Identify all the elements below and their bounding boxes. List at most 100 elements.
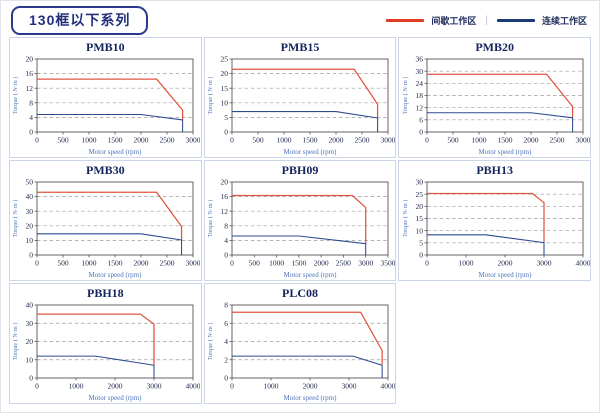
svg-text:2000: 2000	[302, 382, 317, 391]
svg-text:Motor speed (rpm): Motor speed (rpm)	[284, 148, 338, 156]
svg-text:12: 12	[26, 84, 34, 93]
svg-text:Torque ( N·m ): Torque ( N·m )	[12, 77, 19, 115]
svg-text:Motor speed (rpm): Motor speed (rpm)	[284, 271, 338, 279]
svg-text:4: 4	[224, 337, 228, 346]
svg-text:Torque ( N·m ): Torque ( N·m )	[402, 77, 409, 115]
svg-text:25: 25	[415, 190, 423, 199]
svg-text:3000: 3000	[147, 382, 162, 391]
chart-canvas: 0 500 1000 1500 2000 2500 3000 0 6 12 18 24 30 36 Moto…	[402, 55, 590, 156]
svg-text:6: 6	[224, 319, 228, 328]
svg-text:0: 0	[30, 128, 34, 137]
chart-canvas: 0 1000 2000 3000 4000 0 2 4 6 8 Motor speed (rpm) T…	[207, 301, 395, 402]
svg-text:500: 500	[252, 136, 264, 145]
svg-text:2500: 2500	[160, 259, 175, 268]
svg-text:Torque ( N·m ): Torque ( N·m )	[12, 323, 19, 361]
chart-panel-pmb30: PMB30 0 500 1000 1500 2000 2500 3000 0 10 20 30 40 50…	[9, 160, 202, 281]
svg-text:1000: 1000	[471, 136, 486, 145]
svg-text:6: 6	[419, 115, 423, 124]
svg-text:2000: 2000	[497, 259, 512, 268]
page-header: 130框以下系列 间歇工作区 | 连续工作区	[1, 1, 599, 35]
svg-text:0: 0	[35, 382, 39, 391]
intermittent-legend-label: 间歇工作区	[431, 15, 477, 26]
svg-text:8: 8	[30, 98, 34, 107]
svg-text:2: 2	[224, 355, 228, 364]
svg-text:Motor speed (rpm): Motor speed (rpm)	[89, 271, 143, 279]
svg-text:Motor speed (rpm): Motor speed (rpm)	[478, 271, 532, 279]
chart-panel-plc08: PLC08 0 1000 2000 3000 4000 0 2 4 6 8 Motor speed (…	[203, 283, 397, 404]
svg-text:Motor speed (rpm): Motor speed (rpm)	[284, 394, 338, 402]
chart-title: PMB10	[85, 40, 125, 54]
svg-text:36: 36	[415, 55, 423, 64]
svg-text:30: 30	[26, 207, 34, 216]
svg-text:30: 30	[415, 67, 423, 76]
svg-text:500: 500	[249, 259, 261, 268]
svg-text:1500: 1500	[302, 136, 317, 145]
svg-text:1000: 1000	[269, 259, 284, 268]
svg-text:4000: 4000	[575, 259, 590, 268]
chart-canvas: 0 500 1000 1500 2000 2500 3000 0 4 8 12 16 20 Motor s…	[12, 55, 201, 156]
chart-canvas: 0 500 1000 1500 2000 2500 3000 3500 0 4 8 12 16 20 Mot…	[207, 178, 395, 279]
chart-title: PLC08	[281, 286, 318, 300]
svg-text:10: 10	[415, 226, 423, 235]
svg-text:0: 0	[35, 136, 39, 145]
svg-text:3000: 3000	[186, 259, 201, 268]
svg-text:2500: 2500	[354, 136, 369, 145]
chart-panel-pbh09: PBH09 0 500 1000 1500 2000 2500 3000 3500 0 4 8 12 16…	[203, 160, 397, 281]
svg-text:1500: 1500	[291, 259, 306, 268]
svg-text:0: 0	[224, 128, 228, 137]
svg-text:20: 20	[26, 221, 34, 230]
chart-canvas: 0 500 1000 1500 2000 2500 3000 0 10 20 30 40 50 Motor…	[12, 178, 201, 279]
svg-text:0: 0	[230, 259, 234, 268]
svg-text:1500: 1500	[108, 259, 123, 268]
svg-text:1000: 1000	[82, 259, 97, 268]
svg-text:Torque ( N·m ): Torque ( N·m )	[207, 323, 214, 361]
chart-legend: 间歇工作区 | 连续工作区	[386, 14, 587, 27]
svg-text:3000: 3000	[358, 259, 373, 268]
svg-text:Motor speed (rpm): Motor speed (rpm)	[478, 148, 532, 156]
svg-text:20: 20	[26, 337, 34, 346]
svg-text:2000: 2000	[108, 382, 123, 391]
svg-text:500: 500	[447, 136, 459, 145]
svg-text:1000: 1000	[69, 382, 84, 391]
svg-text:8: 8	[224, 301, 228, 310]
svg-text:500: 500	[58, 136, 70, 145]
svg-text:40: 40	[26, 192, 34, 201]
svg-text:10: 10	[220, 98, 228, 107]
svg-text:4: 4	[30, 113, 34, 122]
empty-grid-cell	[398, 283, 591, 404]
svg-text:2000: 2000	[328, 136, 343, 145]
chart-panel-pmb15: PMB15 0 500 1000 1500 2000 2500 3000 0 5 10 15 20 25 M…	[203, 37, 397, 158]
svg-text:5: 5	[419, 238, 423, 247]
svg-text:8: 8	[224, 221, 228, 230]
chart-panel-pbh18: PBH18 0 1000 2000 3000 4000 0 10 20 30 40 Motor spe…	[9, 283, 202, 404]
svg-text:4: 4	[224, 236, 228, 245]
svg-text:2500: 2500	[160, 136, 175, 145]
svg-text:3000: 3000	[341, 382, 356, 391]
svg-text:Motor speed (rpm): Motor speed (rpm)	[89, 394, 143, 402]
svg-text:1500: 1500	[108, 136, 123, 145]
svg-text:3000: 3000	[536, 259, 551, 268]
svg-text:0: 0	[419, 251, 423, 260]
svg-text:20: 20	[220, 178, 228, 187]
svg-text:1000: 1000	[263, 382, 278, 391]
svg-text:50: 50	[26, 178, 34, 187]
svg-text:2000: 2000	[134, 136, 149, 145]
intermittent-line-swatch	[386, 18, 425, 22]
svg-text:16: 16	[220, 192, 228, 201]
svg-text:0: 0	[224, 374, 228, 383]
svg-text:18: 18	[415, 91, 423, 100]
svg-text:3000: 3000	[186, 136, 201, 145]
svg-text:0: 0	[230, 382, 234, 391]
svg-text:0: 0	[224, 251, 228, 260]
chart-title: PBH13	[476, 163, 513, 177]
page-title: 130框以下系列	[11, 5, 149, 35]
svg-text:2500: 2500	[549, 136, 564, 145]
svg-text:1000: 1000	[82, 136, 97, 145]
svg-text:2500: 2500	[336, 259, 351, 268]
svg-text:0: 0	[30, 251, 34, 260]
chart-title: PMB30	[85, 163, 125, 177]
chart-panel-pbh13: PBH13 0 1000 2000 3000 4000 0 5 10 15 20 25 30 Motor …	[398, 160, 591, 281]
svg-text:Torque ( N·m ): Torque ( N·m )	[12, 200, 19, 238]
svg-text:0: 0	[30, 374, 34, 383]
